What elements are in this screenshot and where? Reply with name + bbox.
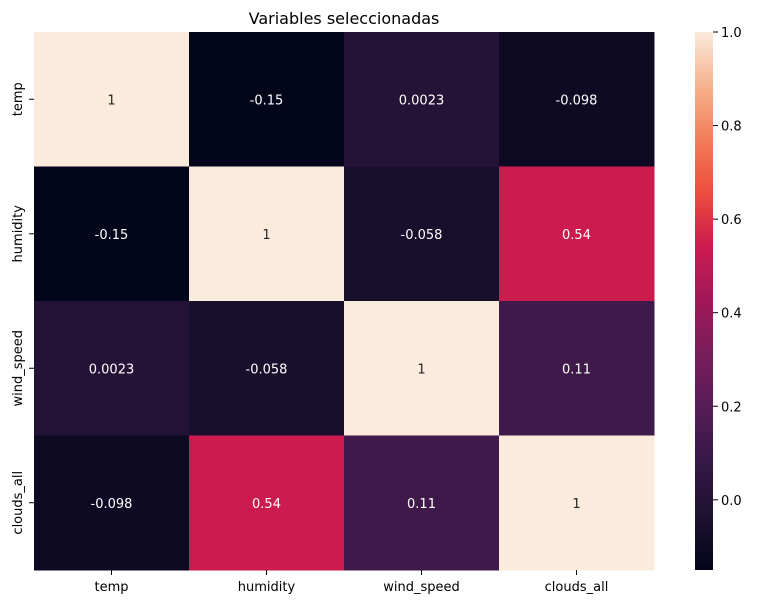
heatmap-cell <box>189 435 345 571</box>
cell-value-label: 0.54 <box>252 497 281 512</box>
y-tick-label: wind_speed <box>11 330 26 407</box>
heatmap-cell <box>34 32 190 167</box>
x-tick-label: humidity <box>238 580 296 595</box>
colorbar-tick-label: 0.4 <box>721 307 742 322</box>
cell-value-label: -0.058 <box>246 362 288 377</box>
x-axis: temp humidity wind_speed clouds_all <box>94 570 608 595</box>
cell-value-label: -0.15 <box>250 93 284 108</box>
heatmap-cell <box>499 166 655 302</box>
heatmap-cell <box>34 301 190 436</box>
x-tick-label: clouds_all <box>545 580 609 595</box>
cell-value-label: 1 <box>572 497 580 512</box>
heatmap-cell <box>189 301 345 436</box>
cell-value-label: 0.0023 <box>399 93 445 108</box>
cell-value-label: -0.15 <box>95 228 129 243</box>
cell-value-label: 0.11 <box>562 362 591 377</box>
colorbar-axis: 0.0 0.2 0.4 0.6 0.8 1.0 <box>713 26 742 509</box>
heatmap-cell <box>499 301 655 436</box>
heatmap-cells <box>34 32 655 571</box>
heatmap-cell <box>34 435 190 571</box>
heatmap-cell <box>499 32 655 167</box>
colorbar <box>695 32 713 570</box>
heatmap-cell <box>34 166 190 302</box>
heatmap-cell <box>189 166 345 302</box>
cell-value-label: 0.0023 <box>89 362 135 377</box>
y-tick-label: temp <box>11 82 26 116</box>
x-tick-label: wind_speed <box>383 580 460 595</box>
heatmap-cell <box>344 301 500 436</box>
heatmap-cell <box>344 435 500 571</box>
y-axis: temp humidity wind_speed clouds_all <box>11 82 34 535</box>
y-tick-label: humidity <box>11 205 26 263</box>
y-tick-label: clouds_all <box>11 471 26 535</box>
heatmap-cell <box>344 166 500 302</box>
cell-value-label: 0.11 <box>407 497 436 512</box>
colorbar-tick-label: 0.8 <box>721 120 742 135</box>
cell-value-label: 1 <box>262 228 270 243</box>
cell-value-label: -0.098 <box>91 497 133 512</box>
cell-value-label: 1 <box>107 93 115 108</box>
heatmap-cell <box>344 32 500 167</box>
x-tick-label: temp <box>94 580 128 595</box>
cell-value-label: -0.098 <box>556 93 598 108</box>
heatmap-cell <box>189 32 345 167</box>
cell-value-label: -0.058 <box>401 228 443 243</box>
colorbar-tick-label: 0.2 <box>721 400 742 415</box>
heatmap-cell <box>499 435 655 571</box>
cell-value-label: 0.54 <box>562 228 591 243</box>
colorbar-tick-label: 0.6 <box>721 213 742 228</box>
chart-title: Variables seleccionadas <box>249 9 440 28</box>
colorbar-tick-label: 0.0 <box>721 494 742 509</box>
heatmap-cell-labels: 1 -0.15 0.0023 -0.098 -0.15 1 -0.058 0.54 0.0023… <box>89 93 598 512</box>
colorbar-tick-label: 1.0 <box>721 26 742 41</box>
cell-value-label: 1 <box>417 362 425 377</box>
